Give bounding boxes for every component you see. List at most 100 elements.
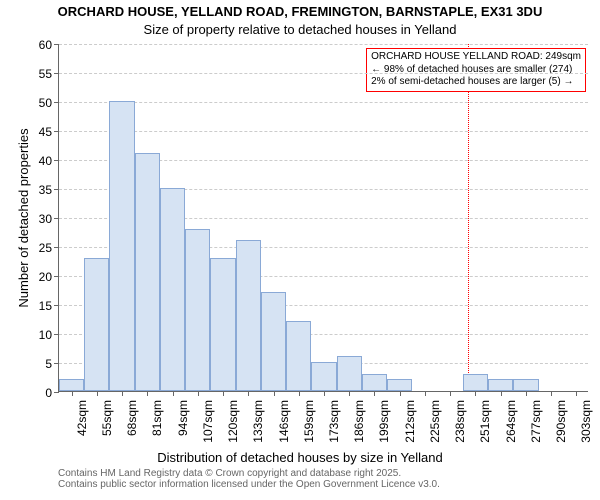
ytick-label: 25 [30,241,52,255]
xtick-mark [122,391,123,396]
xtick-label: 199sqm [377,400,391,460]
xtick-label: 225sqm [428,400,442,460]
xtick-mark [450,391,451,396]
xtick-label: 159sqm [302,400,316,460]
plot-area: ORCHARD HOUSE YELLAND ROAD: 249sqm← 98% … [58,44,588,392]
ytick-mark [54,392,59,393]
ytick-mark [54,189,59,190]
ytick-mark [54,247,59,248]
bar [362,374,387,391]
xtick-mark [551,391,552,396]
bar [286,321,311,391]
bar [387,379,412,391]
footer-line1: Contains HM Land Registry data © Crown c… [58,468,440,479]
xtick-mark [147,391,148,396]
xtick-label: 146sqm [277,400,291,460]
xtick-label: 238sqm [453,400,467,460]
gridline [59,73,588,74]
ytick-mark [54,102,59,103]
ytick-label: 15 [30,299,52,313]
xtick-label: 212sqm [403,400,417,460]
ytick-label: 35 [30,183,52,197]
xtick-mark [274,391,275,396]
ytick-label: 10 [30,328,52,342]
xtick-label: 290sqm [554,400,568,460]
xtick-mark [198,391,199,396]
xtick-mark [173,391,174,396]
gridline [59,131,588,132]
xtick-label: 120sqm [226,400,240,460]
ytick-label: 60 [30,38,52,52]
xtick-mark [475,391,476,396]
bar [84,258,109,391]
bar [337,356,362,391]
xtick-mark [349,391,350,396]
bar [59,379,84,391]
xtick-mark [299,391,300,396]
bar [210,258,235,391]
bar [513,379,538,391]
ytick-label: 40 [30,154,52,168]
ytick-label: 55 [30,67,52,81]
xtick-mark [374,391,375,396]
xtick-label: 186sqm [352,400,366,460]
gridline [59,44,588,45]
ytick-mark [54,276,59,277]
xtick-label: 42sqm [75,400,89,460]
bar [236,240,261,391]
footer-line2: Contains public sector information licen… [58,479,440,490]
footer-credits: Contains HM Land Registry data © Crown c… [58,468,440,490]
xtick-mark [425,391,426,396]
xtick-label: 264sqm [504,400,518,460]
ytick-mark [54,44,59,45]
xtick-mark [248,391,249,396]
bar [463,374,488,391]
chart-container: ORCHARD HOUSE, YELLAND ROAD, FREMINGTON,… [0,0,600,500]
ytick-label: 45 [30,125,52,139]
ytick-mark [54,334,59,335]
gridline [59,102,588,103]
xtick-label: 81sqm [150,400,164,460]
xtick-mark [324,391,325,396]
ytick-label: 30 [30,212,52,226]
ytick-mark [54,305,59,306]
xtick-label: 303sqm [579,400,593,460]
annotation-box: ORCHARD HOUSE YELLAND ROAD: 249sqm← 98% … [366,48,586,92]
xtick-label: 68sqm [125,400,139,460]
bar [261,292,286,391]
bar [185,229,210,391]
y-axis-label: Number of detached properties [16,118,31,318]
ytick-label: 5 [30,357,52,371]
annotation-line: ORCHARD HOUSE YELLAND ROAD: 249sqm [371,51,581,64]
xtick-mark [223,391,224,396]
xtick-mark [526,391,527,396]
ytick-mark [54,73,59,74]
xtick-label: 277sqm [529,400,543,460]
xtick-mark [501,391,502,396]
bar [135,153,160,391]
xtick-label: 133sqm [251,400,265,460]
xtick-mark [72,391,73,396]
ytick-label: 50 [30,96,52,110]
chart-title-line1: ORCHARD HOUSE, YELLAND ROAD, FREMINGTON,… [0,4,600,19]
xtick-mark [576,391,577,396]
xtick-label: 251sqm [478,400,492,460]
ytick-label: 20 [30,270,52,284]
ytick-mark [54,218,59,219]
xtick-label: 107sqm [201,400,215,460]
chart-title-line2: Size of property relative to detached ho… [0,22,600,37]
ytick-mark [54,131,59,132]
xtick-mark [400,391,401,396]
ytick-label: 0 [30,386,52,400]
ytick-mark [54,363,59,364]
xtick-label: 173sqm [327,400,341,460]
xtick-label: 94sqm [176,400,190,460]
annotation-line: 2% of semi-detached houses are larger (5… [371,76,581,89]
bar [160,188,185,391]
bar [109,101,134,391]
bar [311,362,336,391]
ytick-mark [54,160,59,161]
xtick-label: 55sqm [100,400,114,460]
bar [488,379,513,391]
annotation-line: ← 98% of detached houses are smaller (27… [371,64,581,77]
